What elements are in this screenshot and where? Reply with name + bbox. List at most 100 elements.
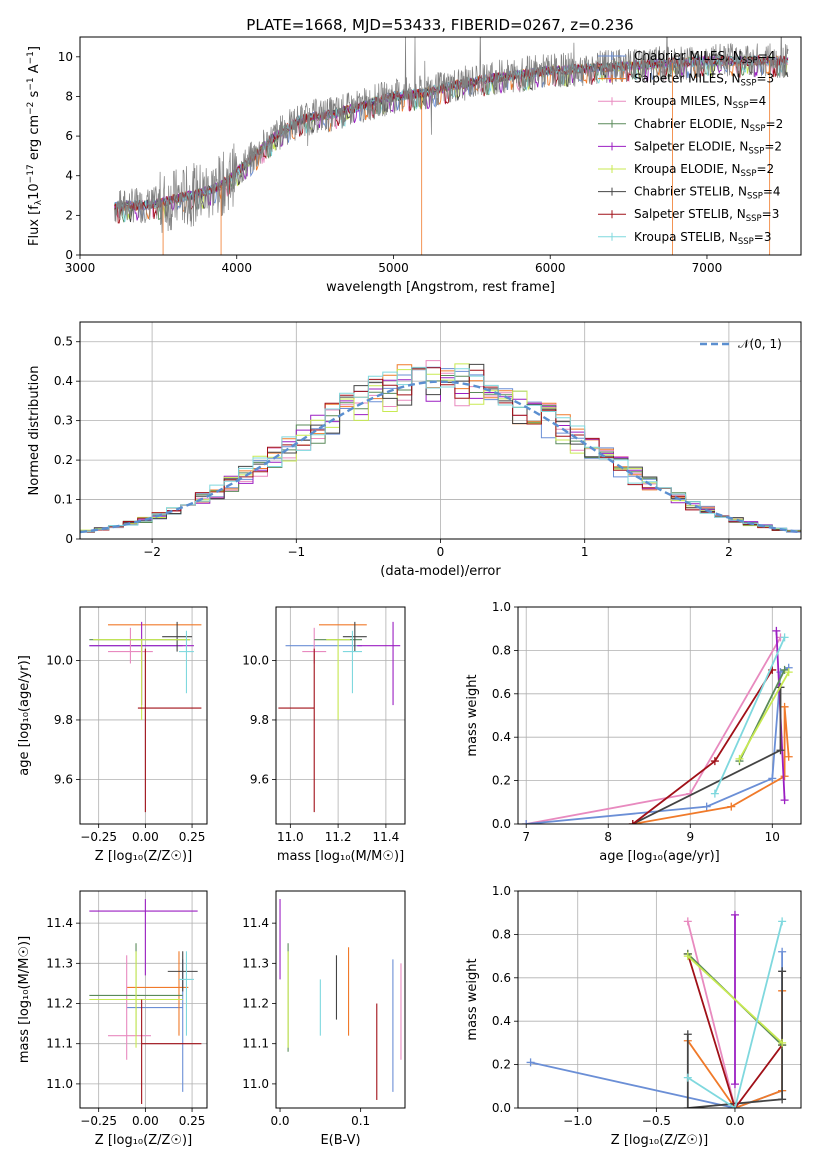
x-tick-label: 11.0 [277, 830, 304, 844]
weight-line-chabrier_stelib [686, 971, 783, 1108]
residuals-y-axis-label: Normed distribution [27, 366, 42, 496]
legend-text: Kroupa MILES, N [634, 94, 733, 108]
spectrum-y-axis-label: Flux [fλ10−17 erg cm−2 s−1 A−1] [26, 46, 44, 246]
histogram-kroupa_stelib [80, 366, 801, 533]
plot-area [278, 621, 401, 813]
legend-suffix: =3 [756, 72, 774, 86]
y-tick-label: 0 [65, 532, 73, 546]
y-tick-label: 0.5 [54, 335, 73, 349]
y-tick-label: 10 [58, 50, 73, 64]
label-part: ] [27, 46, 42, 51]
weight-point-salpeter_elodie [772, 626, 781, 635]
x-tick-label: 10 [765, 830, 780, 844]
weight-point-kroupa_stelib [780, 633, 789, 642]
y-tick-label: 2 [65, 208, 73, 222]
x-axis-label: E(B-V) [320, 1133, 360, 1148]
weight-point-chabrier_elodie [780, 665, 789, 674]
weight-point-kroupa_elodie [784, 668, 793, 677]
weight-point-salpeter_elodie [780, 796, 789, 805]
y-tick-label: 0.4 [492, 1014, 511, 1028]
legend-subscript: SSP [746, 214, 762, 224]
y-tick-label: 11.0 [46, 1077, 73, 1091]
x-axis-label: age [log₁₀(age/yr)] [599, 849, 720, 864]
legend-label-kroupa_elodie: Kroupa ELODIE, NSSP=2 [634, 162, 774, 179]
legend-label-normal: 𝒩(0, 1) [738, 337, 782, 351]
residuals-panel: −2 −1 0 1 2 0 0.1 0.2 0.3 0.4 0.5 (data-model)/erro… [27, 321, 802, 579]
x-tick-label: 5000 [378, 261, 409, 275]
plot-area [522, 626, 793, 824]
x-tick-label: −0.25 [80, 830, 117, 844]
legend-subscript: SSP [733, 101, 749, 111]
x-tick-label: 4000 [221, 261, 252, 275]
y-tick-label: 11.4 [46, 916, 73, 930]
weight-line-kroupa_stelib [714, 637, 786, 794]
weight-line-kroupa_stelib [687, 921, 783, 1108]
weight-point-chabrier_miles [522, 820, 531, 824]
age-vs-mass-panel: 11.0 11.2 11.4 9.6 9.8 10.0 mass [log₁₀(M/M☉)] [242, 606, 406, 864]
legend-subscript: SSP [750, 124, 766, 134]
weight-point-salpeter_miles [784, 752, 793, 761]
mass-weight-vs-metallicity-panel: −1.0 −0.5 0.0 0.0 0.2 0.4 0.6 0.8 1.0 Z [log₁₀(Z/… [465, 884, 802, 1148]
x-axis-label: wavelength [Angstrom, rest frame] [326, 280, 555, 295]
weight-point-kroupa_stelib [730, 1104, 739, 1108]
label-part: λ [34, 199, 44, 205]
label-part: −1 [26, 77, 36, 90]
y-tick-label: 11.3 [46, 956, 73, 970]
y-tick-label: 0 [65, 248, 73, 262]
x-tick-label: 3000 [65, 261, 96, 275]
weight-line-salpeter_stelib [686, 953, 783, 1108]
weight-point-salpeter_stelib [710, 757, 719, 766]
x-tick-label: 0.00 [132, 830, 159, 844]
x-tick-label: 6000 [535, 261, 566, 275]
axes-frame [517, 890, 802, 1109]
axes-frame [79, 36, 802, 256]
y-tick-label: 9.6 [250, 772, 269, 786]
legend-text: Chabrier MILES, N [634, 49, 742, 63]
spectrum-panel: 3000 4000 5000 6000 7000 0 2 4 6 8 10 wavelength [A… [26, 36, 802, 295]
weight-point-salpeter_miles [780, 702, 789, 711]
y-tick-label: 11.4 [242, 916, 269, 930]
plot-area [89, 621, 202, 813]
weight-point-salpeter_miles [780, 772, 789, 781]
legend-label-salpeter_stelib: Salpeter STELIB, NSSP=3 [634, 207, 779, 224]
y-tick-label: 11.1 [242, 1037, 269, 1051]
legend-suffix: =3 [754, 230, 772, 244]
x-tick-label: 11.4 [373, 830, 400, 844]
legend-text: Chabrier STELIB, N [634, 185, 747, 199]
legend-suffix: =2 [766, 117, 784, 131]
plot-area [114, 37, 789, 255]
y-tick-label: 11.1 [46, 1037, 73, 1051]
legend-suffix: =4 [763, 185, 781, 199]
weight-point-kroupa_stelib [710, 789, 719, 798]
weight-point-chabrier_stelib [683, 1104, 692, 1108]
y-tick-label: 11.0 [242, 1077, 269, 1091]
weight-point-chabrier_miles [702, 802, 711, 811]
x-tick-label: 11.2 [325, 830, 352, 844]
x-tick-label: 1 [581, 545, 589, 559]
axes-frame [79, 890, 208, 1109]
y-tick-label: 0.4 [54, 374, 73, 388]
weight_vs_age-y-axis-label: mass weight [465, 674, 480, 756]
weight-point-chabrier_stelib [683, 1030, 692, 1039]
x-axis-label: Z [log₁₀(Z/Z☉)] [95, 1133, 192, 1148]
y-tick-label: 0.2 [54, 453, 73, 467]
y-tick-label: 10.0 [46, 654, 73, 668]
legend-subscript: SSP [741, 79, 757, 89]
label-part: Flux [f [27, 205, 42, 246]
x-tick-label: 7 [522, 830, 530, 844]
x-tick-label: 0.25 [179, 1114, 206, 1128]
x-tick-label: −0.25 [80, 1114, 117, 1128]
y-tick-label: 9.8 [250, 713, 269, 727]
normal-curve [80, 380, 801, 534]
legend-label-salpeter_miles: Salpeter MILES, NSSP=3 [634, 72, 774, 89]
x-tick-label: −1 [287, 545, 305, 559]
label-part: −2 [26, 102, 36, 115]
label-part: A [27, 64, 42, 77]
x-tick-label: −2 [143, 545, 161, 559]
x-tick-label: 8 [604, 830, 612, 844]
x-tick-label: 9 [686, 830, 694, 844]
plot-area [526, 910, 787, 1108]
mass-vs-metallicity-panel: −0.25 0.00 0.25 11.0 11.1 11.2 11.3 11.4 Z [log₁… [17, 890, 208, 1148]
weight-point-kroupa_elodie [735, 754, 744, 763]
axes-frame [275, 606, 406, 825]
